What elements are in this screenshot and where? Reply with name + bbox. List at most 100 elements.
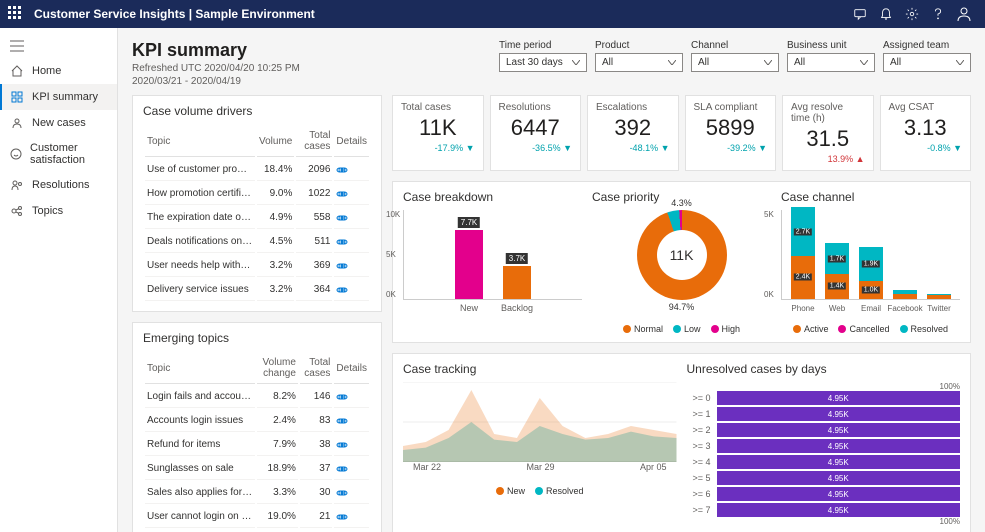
details-link-icon[interactable] [336,513,367,521]
chat-icon[interactable] [847,1,873,27]
row-key: >= 7 [687,505,711,515]
topic-cell: Sunglasses on sale [145,458,255,480]
bar-fill[interactable]: 4.95K [717,455,961,469]
help-icon[interactable] [925,1,951,27]
table-row[interactable]: Delivery service issues3.2%364 [145,279,369,301]
sidebar-item-resolutions[interactable]: Resolutions [0,172,117,198]
kpi-delta: -48.1% ▼ [596,143,670,153]
bell-icon[interactable] [873,1,899,27]
filter-label: Business unit [787,40,875,51]
table-row[interactable]: Deals notifications on mobile4.5%511 [145,231,369,253]
bar[interactable]: 7.7KNew [455,230,483,299]
sidebar-item-home[interactable]: Home [0,58,117,84]
table-row[interactable]: Login fails and account ...8.2%146 [145,386,369,408]
sidebar-label: New cases [32,117,86,129]
unresolved-row: >= 04.95K [687,391,961,405]
stacked-bar[interactable]: 1.0K1.9KEmail [859,247,883,299]
bar-fill[interactable]: 4.95K [717,407,961,421]
legend-item: Cancelled [838,324,889,334]
kpi-delta: 13.9% ▲ [791,154,865,164]
table-row[interactable]: The expiration date of a promoti...4.9%5… [145,207,369,229]
filter-label: Assigned team [883,40,971,51]
bar[interactable]: 3.7KBacklog [503,266,531,299]
topic-cell: Login fails and account ... [145,386,255,408]
details-link-icon[interactable] [336,166,367,174]
total-cell: 369 [296,255,332,277]
vol-cell: 2.4% [257,410,298,432]
col-header[interactable]: Topic [145,353,255,384]
table-row[interactable]: Sales also applies for in...3.3%30 [145,482,369,504]
stacked-bar[interactable]: Facebook [893,290,917,299]
hamburger-icon[interactable] [0,34,117,58]
legend-item: Resolved [535,486,584,496]
details-link-icon[interactable] [336,489,367,497]
kpi-delta: -0.8% ▼ [889,143,963,153]
details-link-icon[interactable] [336,441,367,449]
bar-fill[interactable]: 4.95K [717,487,961,501]
stacked-bar[interactable]: 2.4K2.7KPhone [791,207,815,299]
date-range: 2020/03/21 - 2020/04/19 [132,76,300,87]
details-link-icon[interactable] [336,214,367,222]
details-link-icon[interactable] [336,238,367,246]
col-header[interactable]: Total cases [300,353,333,384]
table-row[interactable]: How promotion certificate works...9.0%10… [145,183,369,205]
filter-select[interactable]: Last 30 days [499,53,587,72]
scale-label: 100% [940,517,960,526]
topic-cell: The expiration date of a promoti... [145,207,255,229]
filter-select[interactable]: All [595,53,683,72]
col-header[interactable]: Topic [145,126,255,157]
details-link-icon[interactable] [336,465,367,473]
col-header[interactable]: Volume [257,126,294,157]
vol-cell: 4.9% [257,207,294,229]
table-row[interactable]: Refund for items7.9%38 [145,434,369,456]
bar-fill[interactable]: 4.95K [717,503,961,517]
kpi-label: Resolutions [499,102,573,113]
app-launcher-icon[interactable] [8,6,24,22]
details-link-icon[interactable] [336,286,367,294]
sidebar-label: KPI summary [32,91,98,103]
table-row[interactable]: Sunglasses on sale18.9%37 [145,458,369,480]
donut-center: 11K [657,230,707,280]
details-link-icon[interactable] [336,262,367,270]
bar-fill[interactable]: 4.95K [717,423,961,437]
total-cell: 1022 [296,183,332,205]
vol-cell: 9.0% [257,183,294,205]
total-cell: 38 [300,434,333,456]
unresolved-row: >= 14.95K [687,407,961,421]
donut-bot-label: 94.7% [669,302,695,312]
emerging-topics-card: Emerging topics TopicVolume changeTotal … [132,322,382,532]
stacked-bar[interactable]: 1.4K1.7KWeb [825,243,849,299]
filter-period: Time periodLast 30 days [499,40,587,72]
sidebar-item-newcases[interactable]: New cases [0,110,117,136]
legend-item: Low [673,324,701,334]
sidebar-item-csat[interactable]: Customer satisfaction [0,136,117,172]
content: KPI summary Refreshed UTC 2020/04/20 10:… [118,28,985,532]
bar-fill[interactable]: 4.95K [717,439,961,453]
sidebar-item-topics[interactable]: Topics [0,198,117,224]
kpi-value: 5899 [694,115,768,141]
details-link-icon[interactable] [336,190,367,198]
table-row[interactable]: User cannot login on m...19.0%21 [145,506,369,528]
col-header[interactable]: Total cases [296,126,332,157]
col-header[interactable]: Details [334,353,369,384]
details-link-icon[interactable] [336,393,367,401]
table-row[interactable]: Accounts login issues2.4%83 [145,410,369,432]
stacked-bar[interactable]: Twitter [927,294,951,299]
filter-select[interactable]: All [691,53,779,72]
details-link-icon[interactable] [336,417,367,425]
table-row[interactable]: Use of customer promo code18.4%2096 [145,159,369,181]
filter-select[interactable]: All [883,53,971,72]
gear-icon[interactable] [899,1,925,27]
bar-fill[interactable]: 4.95K [717,471,961,485]
user-icon[interactable] [951,1,977,27]
table-row[interactable]: User needs help with payment is...3.2%36… [145,255,369,277]
legend-item: Resolved [900,324,949,334]
col-header[interactable]: Volume change [257,353,298,384]
bar-fill[interactable]: 4.95K [717,391,961,405]
filter-select[interactable]: All [787,53,875,72]
total-cell: 30 [300,482,333,504]
sidebar-item-kpi[interactable]: KPI summary [0,84,117,110]
col-header[interactable]: Details [334,126,369,157]
vol-cell: 18.9% [257,458,298,480]
filter-channel: ChannelAll [691,40,779,72]
